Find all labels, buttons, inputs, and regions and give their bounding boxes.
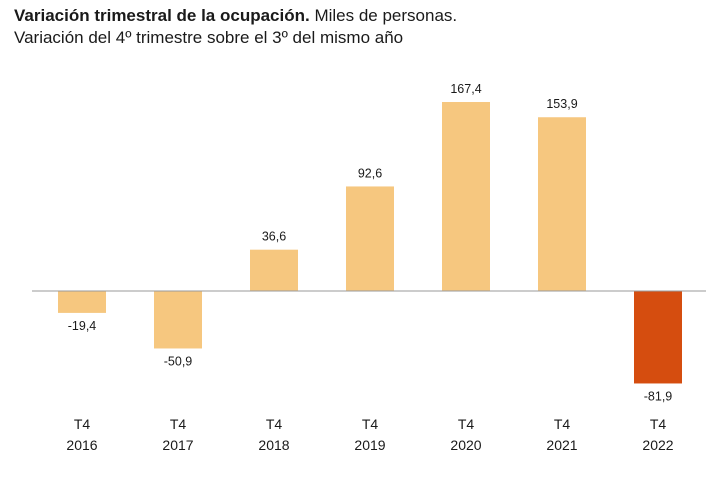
x-tick-label-year-2018: 2018	[258, 437, 289, 453]
bar-2018	[250, 249, 298, 291]
bar-2016	[58, 291, 106, 313]
bar-2021	[538, 117, 586, 291]
value-label-2019: 92,6	[358, 166, 382, 180]
chart-title-rest: Miles de personas.	[314, 6, 458, 25]
value-label-2018: 36,6	[262, 230, 286, 244]
bars-group	[58, 102, 682, 384]
chart-subtitle: Variación del 4º trimestre sobre el 3º d…	[14, 28, 404, 47]
x-tick-label-year-2017: 2017	[162, 437, 193, 453]
x-tick-label-quarter-2018: T4	[266, 416, 283, 432]
bar-2017	[154, 291, 202, 349]
value-label-2022: -81,9	[644, 389, 673, 403]
value-label-2017: -50,9	[164, 354, 193, 368]
x-tick-label-year-2021: 2021	[546, 437, 577, 453]
x-tick-label-quarter-2020: T4	[458, 416, 475, 432]
x-tick-label-year-2019: 2019	[354, 437, 385, 453]
x-axis-labels-group: T4 2016 T4 2017 T4 2018 T4 2019 T4 2020 T4 2021 T4 20…	[66, 416, 673, 453]
value-label-2021: 153,9	[546, 97, 577, 111]
chart-title: Variación trimestral de la ocupación. Mi…	[14, 6, 457, 26]
bar-2019	[346, 186, 394, 291]
x-tick-label-quarter-2022: T4	[650, 416, 667, 432]
value-label-2016: -19,4	[68, 319, 97, 333]
x-tick-label-year-2016: 2016	[66, 437, 97, 453]
x-tick-label-quarter-2019: T4	[362, 416, 379, 432]
bar-2020	[442, 102, 490, 291]
x-tick-label-quarter-2021: T4	[554, 416, 571, 432]
x-tick-label-quarter-2017: T4	[170, 416, 187, 432]
x-tick-label-year-2020: 2020	[450, 437, 481, 453]
value-label-2020: 167,4	[450, 82, 481, 96]
bar-2022	[634, 291, 682, 384]
value-labels-group: -19,4 -50,9 36,6 92,6 167,4 153,9 -81,9	[68, 82, 673, 403]
chart-title-bold: Variación trimestral de la ocupación.	[14, 6, 310, 25]
x-tick-label-quarter-2016: T4	[74, 416, 91, 432]
x-tick-label-year-2022: 2022	[642, 437, 673, 453]
